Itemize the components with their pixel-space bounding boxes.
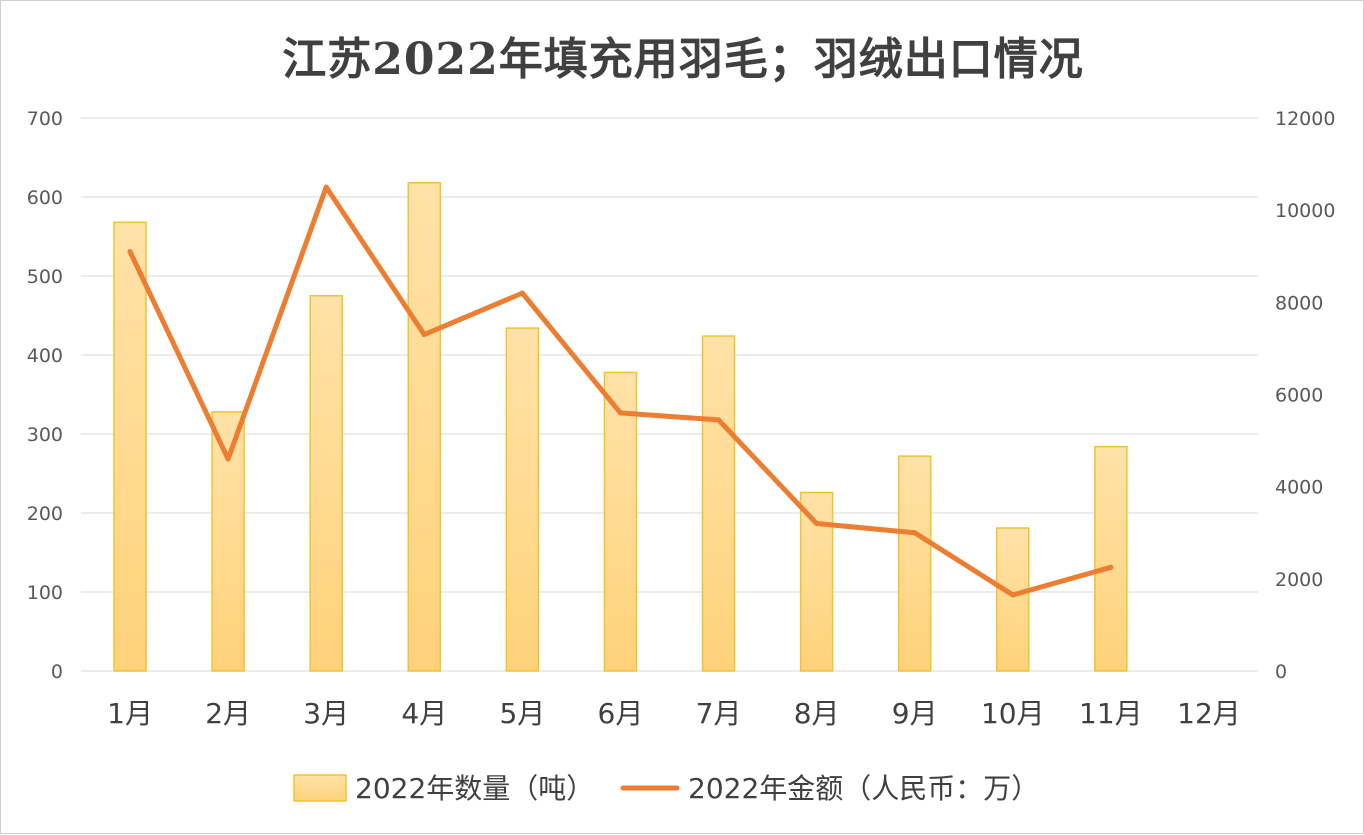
bar [505, 327, 540, 672]
line-point [912, 530, 918, 536]
x-category-label: 12月 [1177, 697, 1241, 730]
bar [799, 491, 834, 672]
chart-title: 江苏2022年填充用羽毛；羽绒出口情况 [282, 34, 1084, 85]
y-left-tick-label: 700 [27, 108, 63, 130]
legend-label-line: 2022年金额（人民币：万） [688, 772, 1039, 805]
y-left-tick-label: 400 [27, 345, 63, 367]
x-category-label: 3月 [303, 697, 349, 730]
bar [309, 295, 343, 672]
y-left-tick-label: 0 [51, 661, 63, 683]
y-right-tick-label: 2000 [1275, 569, 1323, 591]
bar [1094, 445, 1128, 672]
bar [211, 411, 245, 672]
x-category-label: 11月 [1079, 697, 1143, 730]
line-point [617, 410, 623, 416]
legend-label-bar: 2022年数量（吨） [355, 772, 594, 805]
line-point [1108, 564, 1114, 570]
bar [407, 182, 442, 672]
x-category-label: 2月 [205, 697, 251, 730]
y-right-tick-label: 12000 [1275, 108, 1335, 130]
x-category-label: 1月 [107, 697, 153, 730]
y-left-tick-label: 100 [27, 582, 63, 604]
y-right-tick-label: 8000 [1275, 292, 1323, 314]
bar [603, 371, 638, 672]
x-category-label: 8月 [794, 697, 840, 730]
y-left-tick-label: 300 [27, 424, 63, 446]
line-point [814, 521, 820, 527]
line-point [519, 290, 525, 296]
x-category-label: 5月 [499, 697, 545, 730]
line-point [716, 417, 722, 423]
line-point [1010, 592, 1016, 598]
y-right-tick-label: 10000 [1275, 200, 1335, 222]
x-category-label: 7月 [696, 697, 742, 730]
bar [996, 527, 1030, 672]
bar [897, 455, 932, 672]
line-point [225, 456, 231, 462]
line-point [323, 184, 329, 190]
x-category-label: 10月 [981, 697, 1045, 730]
x-category-label: 9月 [892, 697, 938, 730]
y-right-tick-label: 0 [1275, 661, 1287, 683]
bar [701, 335, 736, 672]
x-category-label: 6月 [598, 697, 644, 730]
line-point [127, 249, 133, 255]
y-right-tick-label: 6000 [1275, 385, 1323, 407]
y-left-tick-label: 600 [27, 187, 63, 209]
line-point [421, 332, 427, 338]
bar [113, 221, 147, 672]
y-right-tick-label: 4000 [1275, 477, 1323, 499]
y-left-tick-label: 200 [27, 503, 63, 525]
y-left-tick-label: 500 [27, 266, 63, 288]
x-category-label: 4月 [401, 697, 447, 730]
legend-swatch-bar [293, 774, 347, 802]
